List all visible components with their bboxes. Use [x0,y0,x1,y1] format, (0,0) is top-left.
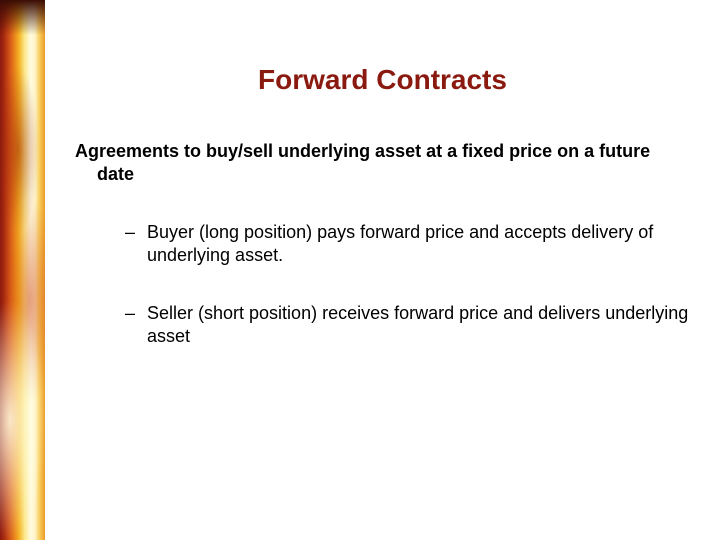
intro-text-span: Agreements to buy/sell underlying asset … [75,140,690,187]
bullet-item: Buyer (long position) pays forward price… [125,221,690,268]
flame-sidebar [0,0,45,540]
intro-text: Agreements to buy/sell underlying asset … [75,140,690,187]
slide-body: Agreements to buy/sell underlying asset … [45,140,720,348]
slide-title: Forward Contracts [45,64,720,96]
bullet-list: Buyer (long position) pays forward price… [75,221,690,349]
bullet-item: Seller (short position) receives forward… [125,302,690,349]
slide-content: Forward Contracts Agreements to buy/sell… [45,0,720,540]
